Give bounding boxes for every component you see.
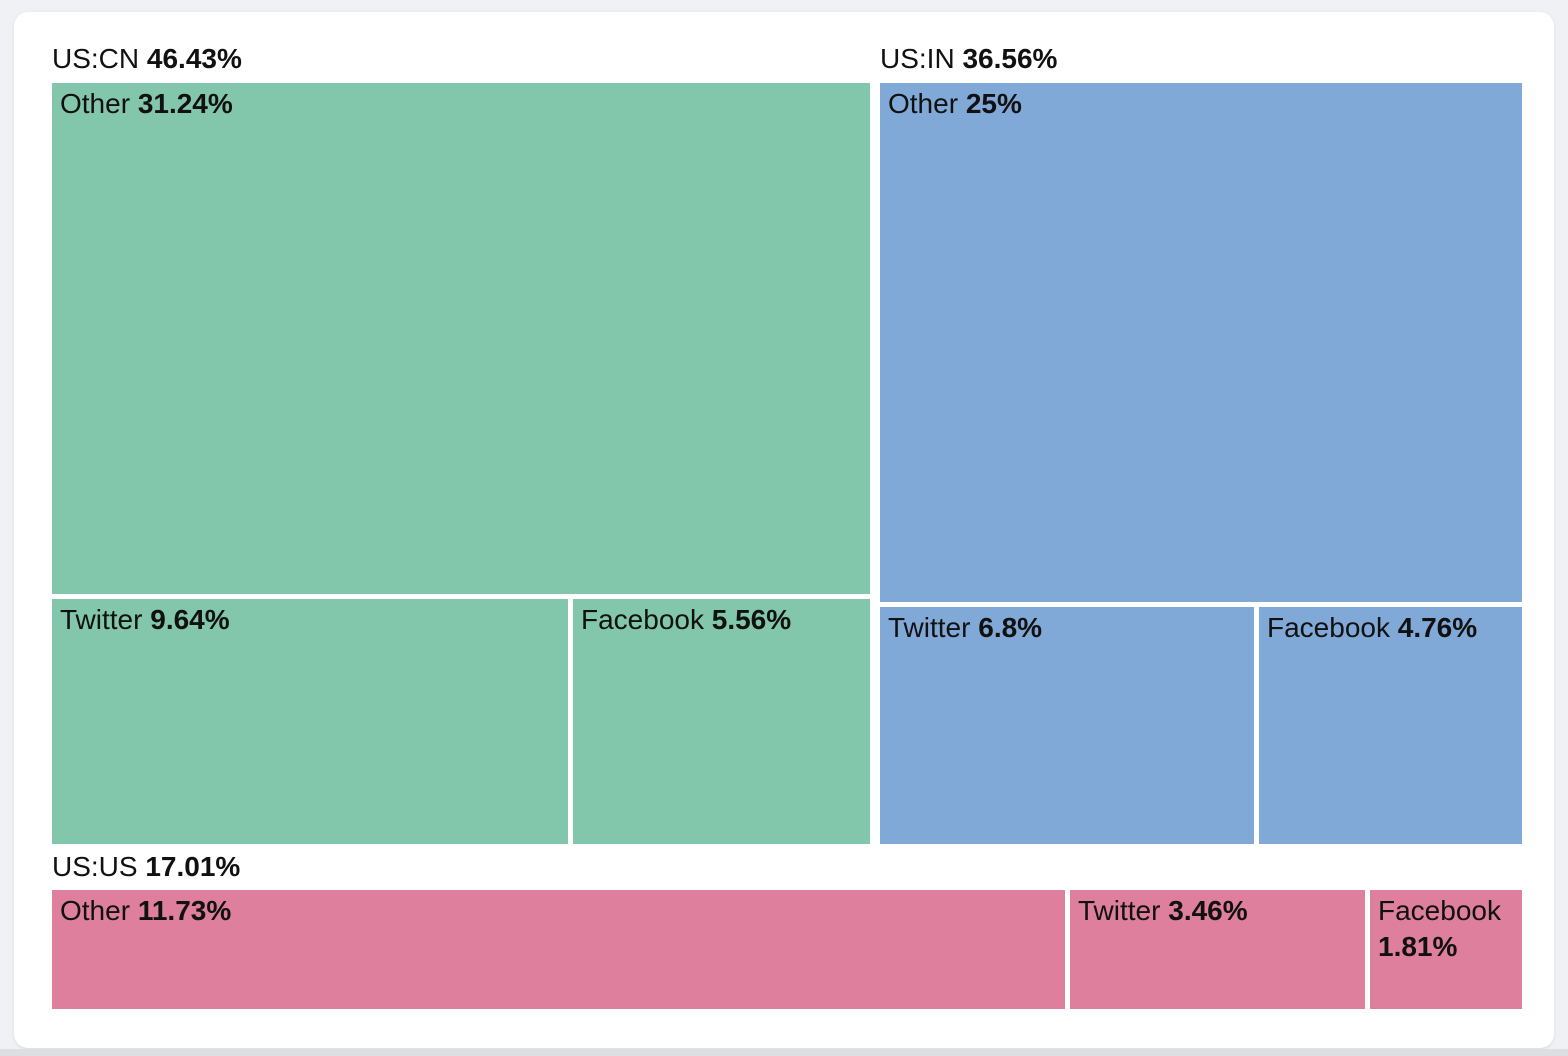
cell-value: 25%	[965, 88, 1022, 119]
cell-label: Other	[60, 895, 131, 926]
cell-value: 6.8%	[978, 612, 1043, 643]
treemap-cell-usin-other[interactable]: Other 25%	[880, 83, 1522, 602]
treemap-cell-usus-other[interactable]: Other 11.73%	[52, 890, 1065, 1009]
cell-label: Other	[888, 88, 959, 119]
cell-value: 4.76%	[1397, 612, 1478, 643]
group-header-us-in: US:IN 36.56%	[880, 42, 1057, 76]
treemap-cell-uscn-facebook[interactable]: Facebook 5.56%	[573, 599, 870, 844]
page-bottom-edge	[0, 1049, 1568, 1056]
group-value: 46.43%	[146, 43, 242, 74]
cell-value: 5.56%	[711, 604, 792, 635]
group-value: 36.56%	[962, 43, 1058, 74]
group-label: US:CN	[52, 43, 140, 74]
treemap-cell-uscn-other[interactable]: Other 31.24%	[52, 83, 870, 594]
group-label: US:US	[52, 851, 138, 882]
treemap-card: US:CN 46.43% Other 31.24% Twitter 9.64% …	[14, 12, 1554, 1048]
group-header-us-us: US:US 17.01%	[52, 850, 240, 884]
group-header-us-cn: US:CN 46.43%	[52, 42, 242, 76]
treemap-cell-usin-twitter[interactable]: Twitter 6.8%	[880, 607, 1254, 844]
cell-label: Twitter	[1078, 895, 1161, 926]
cell-value: 3.46%	[1168, 895, 1248, 926]
cell-label: Facebook	[581, 604, 704, 635]
cell-label: Twitter	[60, 604, 143, 635]
treemap-cell-usus-facebook[interactable]: Facebook 1.81%	[1370, 890, 1522, 1009]
cell-value: 1.81%	[1378, 931, 1458, 962]
cell-label: Facebook	[1267, 612, 1390, 643]
group-value: 17.01%	[145, 851, 241, 882]
treemap-cell-usus-twitter[interactable]: Twitter 3.46%	[1070, 890, 1365, 1009]
treemap-cell-uscn-twitter[interactable]: Twitter 9.64%	[52, 599, 568, 844]
cell-value: 11.73%	[137, 895, 232, 926]
group-label: US:IN	[880, 43, 955, 74]
cell-value: 31.24%	[137, 88, 233, 119]
cell-label: Other	[60, 88, 131, 119]
treemap-cell-usin-facebook[interactable]: Facebook 4.76%	[1259, 607, 1522, 844]
cell-label: Facebook	[1378, 895, 1501, 926]
cell-value: 9.64%	[150, 604, 230, 635]
cell-label: Twitter	[888, 612, 971, 643]
